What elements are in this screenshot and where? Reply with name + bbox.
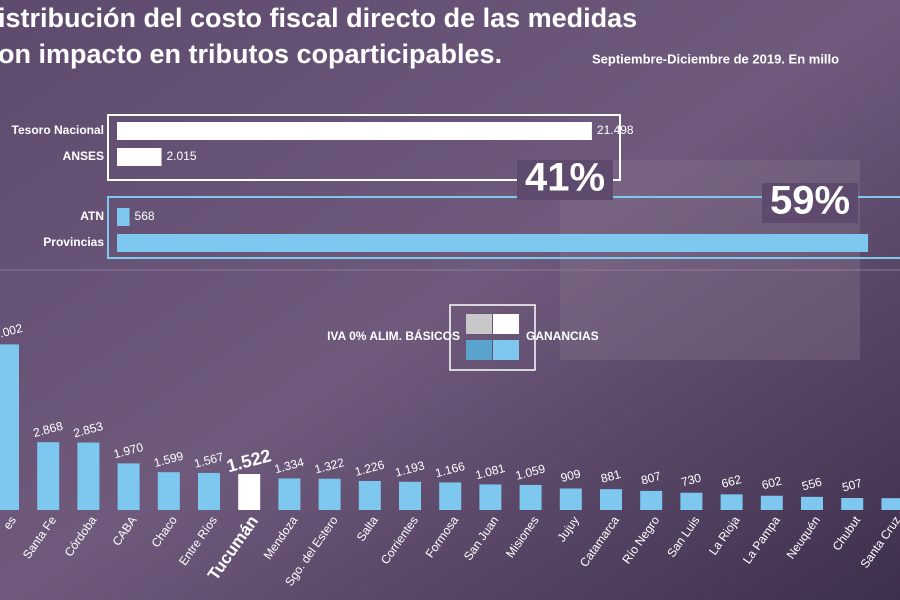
legend-box <box>449 304 536 371</box>
group-box <box>107 196 900 259</box>
value-label: 556 <box>800 475 823 494</box>
category-label: Provincias <box>43 235 104 249</box>
legend: IVA 0% ALIM. BÁSICOS GANANCIAS <box>327 304 599 371</box>
legend-swatch <box>493 340 519 360</box>
bar <box>117 122 592 140</box>
bar <box>439 482 462 510</box>
value-label: 807 <box>639 469 662 488</box>
bar <box>479 484 502 510</box>
share-label: 41% <box>525 156 605 200</box>
legend-swatch <box>493 314 519 334</box>
category-label: ATN <box>80 209 104 223</box>
value-label: 602 <box>760 474 783 493</box>
bar <box>0 344 19 510</box>
share-bg <box>762 183 858 223</box>
bar <box>680 492 703 510</box>
value-label: 662 <box>720 472 743 491</box>
bar <box>157 472 180 510</box>
legend-swatch <box>466 340 492 360</box>
title-line: on impacto en tributos coparticipables. <box>0 39 502 69</box>
category-label: ANSES <box>63 149 104 163</box>
bar <box>117 463 140 510</box>
value-label: 881 <box>599 467 622 486</box>
bar <box>720 494 743 510</box>
bar <box>117 208 130 226</box>
bar <box>640 490 663 510</box>
bar <box>841 498 864 510</box>
group-box <box>107 114 621 181</box>
value-label: 909 <box>559 466 582 485</box>
bar <box>117 148 162 166</box>
value-label: 21.498 <box>597 123 634 137</box>
bar <box>559 488 582 510</box>
value-label: 507 <box>840 476 863 495</box>
bar <box>399 481 421 510</box>
bar <box>519 484 542 510</box>
bar <box>801 496 823 510</box>
legend-label: GANANCIAS <box>526 329 599 343</box>
title-line: istribución del costo fiscal directo de … <box>0 3 637 33</box>
bar <box>117 234 869 252</box>
bar <box>881 498 900 510</box>
value-label: 730 <box>680 471 703 490</box>
legend-label: IVA 0% ALIM. BÁSICOS <box>327 328 460 343</box>
bar <box>278 478 301 510</box>
bar <box>77 442 100 510</box>
share-label: 59% <box>770 179 850 223</box>
category-label: Tesoro Nacional <box>12 123 104 137</box>
bar <box>358 481 381 510</box>
share-bg <box>517 160 613 200</box>
value-label: 2.015 <box>167 149 197 163</box>
value-label: 568 <box>135 209 155 223</box>
subtitle: Septiembre-Diciembre de 2019. En millo <box>592 51 839 66</box>
bar <box>318 478 341 510</box>
bar <box>238 474 261 510</box>
bar <box>760 495 783 510</box>
bar <box>37 442 60 510</box>
bar <box>600 489 622 510</box>
bar <box>198 472 220 510</box>
legend-swatch <box>466 314 492 334</box>
